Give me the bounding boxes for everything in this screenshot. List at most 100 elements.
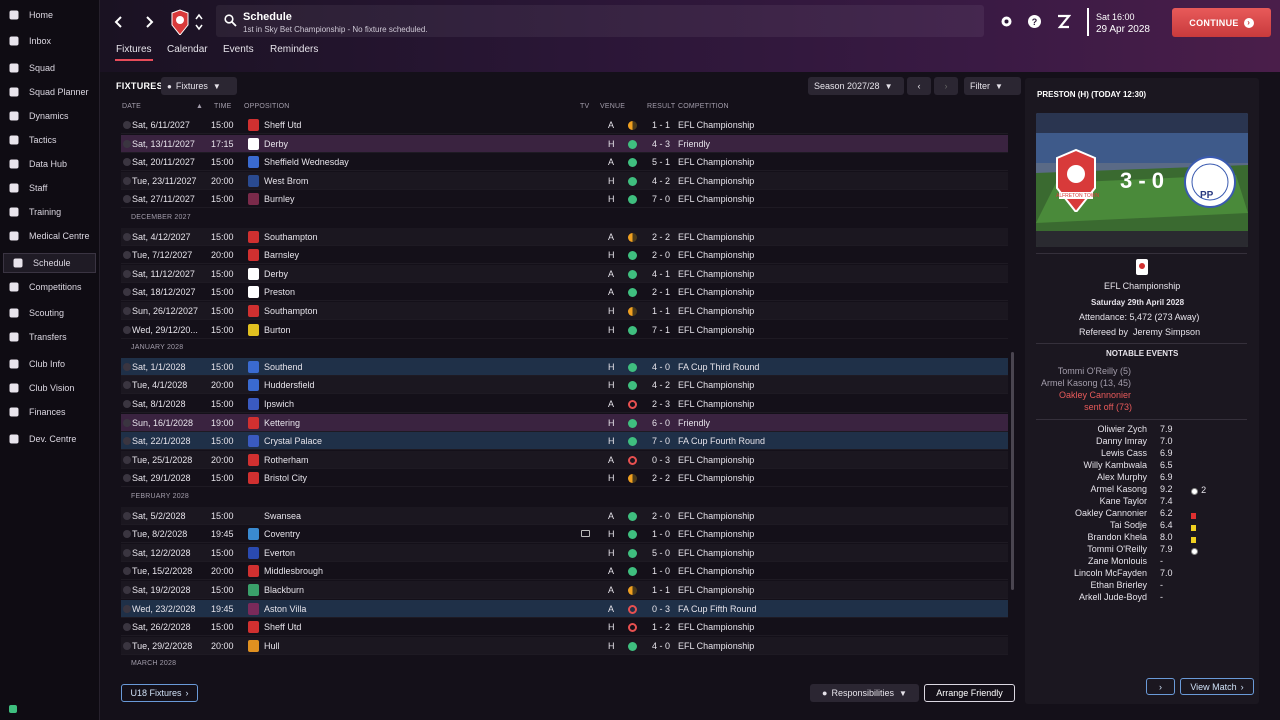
row-select-icon[interactable] bbox=[123, 567, 131, 575]
tab-calendar[interactable]: Calendar bbox=[167, 44, 208, 55]
fm-logo-icon[interactable] bbox=[1056, 14, 1071, 29]
fixture-competition[interactable]: EFL Championship bbox=[678, 157, 755, 167]
sidebar-item-dev-centre[interactable]: Dev. Centre bbox=[0, 429, 98, 449]
fixture-score[interactable]: 1 - 1 bbox=[652, 120, 671, 130]
fixture-competition[interactable]: EFL Championship bbox=[678, 325, 755, 335]
row-select-icon[interactable] bbox=[123, 158, 131, 166]
player-rating-row[interactable]: Tai Sodje 6.4 bbox=[1036, 520, 1247, 532]
fixture-score[interactable]: 4 - 1 bbox=[652, 269, 671, 279]
fixture-competition[interactable]: EFL Championship bbox=[678, 566, 755, 576]
fixture-opposition[interactable]: Sheff Utd bbox=[264, 622, 302, 632]
player-rating-row[interactable]: Ethan Brierley - bbox=[1036, 580, 1247, 592]
table-row[interactable]: Sat, 26/2/2028 15:00 Sheff Utd H 1 - 2 EFL Ch… bbox=[121, 618, 1008, 636]
player-rating-row[interactable]: Oliwier Zych 7.9 bbox=[1036, 424, 1247, 436]
previous-season-button[interactable]: ‹ bbox=[907, 77, 931, 95]
row-select-icon[interactable] bbox=[123, 326, 131, 334]
table-row[interactable]: Sat, 27/11/2027 15:00 Burnley H 7 - 0 EFL Cha… bbox=[121, 190, 1008, 208]
fixture-opposition[interactable]: Derby bbox=[264, 269, 289, 279]
row-select-icon[interactable] bbox=[123, 307, 131, 315]
table-row[interactable]: Sat, 5/2/2028 15:00 Swansea A 2 - 0 EFL Champ… bbox=[121, 507, 1008, 525]
table-row[interactable]: Sat, 1/1/2028 15:00 Southend H 4 - 0 FA Cup T… bbox=[121, 358, 1008, 376]
fixture-score[interactable]: 2 - 2 bbox=[652, 232, 671, 242]
sidebar-item-finances[interactable]: Finances bbox=[0, 402, 98, 422]
table-row[interactable]: Sat, 22/1/2028 15:00 Crystal Palace H 7 - 0 F… bbox=[121, 432, 1008, 450]
row-select-icon[interactable] bbox=[123, 586, 131, 594]
table-row[interactable]: Sat, 4/12/2027 15:00 Southampton A 2 - 2 EFL … bbox=[121, 228, 1008, 246]
player-rating-row[interactable]: Armel Kasong 9.2 2 bbox=[1036, 484, 1247, 496]
table-row[interactable]: Tue, 4/1/2028 20:00 Huddersfield H 4 - 2 EFL … bbox=[121, 376, 1008, 394]
fixture-competition[interactable]: EFL Championship bbox=[678, 232, 755, 242]
row-select-icon[interactable] bbox=[123, 381, 131, 389]
fixture-competition[interactable]: EFL Championship bbox=[678, 380, 755, 390]
tab-fixtures[interactable]: Fixtures bbox=[115, 44, 153, 61]
table-row[interactable]: Sat, 20/11/2027 15:00 Sheffield Wednesday A… bbox=[121, 153, 1008, 171]
fixture-competition[interactable]: EFL Championship bbox=[678, 194, 755, 204]
fixture-score[interactable]: 1 - 1 bbox=[652, 585, 671, 595]
row-select-icon[interactable] bbox=[123, 456, 131, 464]
row-select-icon[interactable] bbox=[123, 530, 131, 538]
season-dropdown[interactable]: Season 2027/28 ▼ bbox=[808, 77, 904, 95]
club-badge-icon[interactable] bbox=[170, 9, 190, 35]
row-select-icon[interactable] bbox=[123, 177, 131, 185]
fixture-opposition[interactable]: Huddersfield bbox=[264, 380, 315, 390]
fixture-score[interactable]: 4 - 0 bbox=[652, 641, 671, 651]
fixture-score[interactable]: 4 - 3 bbox=[652, 139, 671, 149]
fixture-competition[interactable]: EFL Championship bbox=[678, 473, 755, 483]
club-switch-icon[interactable] bbox=[194, 12, 204, 32]
tab-reminders[interactable]: Reminders bbox=[270, 44, 319, 55]
fixture-score[interactable]: 2 - 0 bbox=[652, 511, 671, 521]
fixture-score[interactable]: 2 - 2 bbox=[652, 473, 671, 483]
fixture-opposition[interactable]: Kettering bbox=[264, 418, 301, 428]
player-rating-row[interactable]: Brandon Khela 8.0 bbox=[1036, 532, 1247, 544]
sidebar-item-inbox[interactable]: Inbox bbox=[0, 31, 98, 51]
fixture-competition[interactable]: EFL Championship bbox=[678, 548, 755, 558]
table-row[interactable]: Sat, 19/2/2028 15:00 Blackburn A 1 - 1 EFL Ch… bbox=[121, 581, 1008, 599]
row-select-icon[interactable] bbox=[123, 419, 131, 427]
fixture-opposition[interactable]: Derby bbox=[264, 139, 289, 149]
fixture-competition[interactable]: EFL Championship bbox=[678, 622, 755, 632]
row-select-icon[interactable] bbox=[123, 195, 131, 203]
col-time[interactable]: TIME bbox=[214, 103, 232, 110]
player-rating-row[interactable]: Tommi O'Reilly 7.9 bbox=[1036, 544, 1247, 556]
fixture-score[interactable]: 2 - 3 bbox=[652, 399, 671, 409]
fixture-opposition[interactable]: Crystal Palace bbox=[264, 436, 323, 446]
help-icon[interactable]: ? bbox=[1027, 14, 1042, 29]
sidebar-item-home[interactable]: Home bbox=[0, 5, 98, 25]
row-select-icon[interactable] bbox=[123, 121, 131, 129]
table-row[interactable]: Sat, 18/12/2027 15:00 Preston A 2 - 1 EFL Cha… bbox=[121, 283, 1008, 301]
table-row[interactable]: Sat, 11/12/2027 15:00 Derby A 4 - 1 EFL Champ… bbox=[121, 265, 1008, 283]
row-select-icon[interactable] bbox=[123, 437, 131, 445]
player-rating-row[interactable]: Lincoln McFayden 7.0 bbox=[1036, 568, 1247, 580]
fixture-score[interactable]: 4 - 2 bbox=[652, 176, 671, 186]
table-row[interactable]: Tue, 8/2/2028 19:45 Coventry H 1 - 0 EFL Cham… bbox=[121, 525, 1008, 543]
fixture-competition[interactable]: EFL Championship bbox=[678, 176, 755, 186]
scrollbar[interactable] bbox=[1011, 352, 1014, 590]
player-rating-row[interactable]: Oakley Cannonier 6.2 bbox=[1036, 508, 1247, 520]
continue-button[interactable]: CONTINUE › bbox=[1172, 8, 1271, 37]
title-box[interactable]: Schedule 1st in Sky Bet Championship - N… bbox=[216, 5, 984, 37]
fixture-opposition[interactable]: Preston bbox=[264, 287, 296, 297]
table-row[interactable]: Sat, 12/2/2028 15:00 Everton H 5 - 0 EFL Cham… bbox=[121, 544, 1008, 562]
table-row[interactable]: Sat, 6/11/2027 15:00 Sheff Utd A 1 - 1 EFL Ch… bbox=[121, 116, 1008, 134]
row-select-icon[interactable] bbox=[123, 474, 131, 482]
back-button[interactable] bbox=[110, 13, 128, 31]
player-rating-row[interactable]: Kane Taylor 7.4 bbox=[1036, 496, 1247, 508]
next-season-button[interactable]: › bbox=[934, 77, 958, 95]
fixture-opposition[interactable]: Sheff Utd bbox=[264, 120, 302, 130]
col-venue[interactable]: VENUE bbox=[600, 103, 626, 110]
fixture-competition[interactable]: Friendly bbox=[678, 139, 711, 149]
fixture-opposition[interactable]: Southampton bbox=[264, 232, 318, 242]
fixture-competition[interactable]: EFL Championship bbox=[678, 120, 755, 130]
fixture-competition[interactable]: EFL Championship bbox=[678, 287, 755, 297]
fixture-competition[interactable]: FA Cup Fourth Round bbox=[678, 436, 766, 446]
fixture-score[interactable]: 1 - 1 bbox=[652, 306, 671, 316]
col-date[interactable]: DATE bbox=[122, 103, 141, 110]
fixture-opposition[interactable]: Blackburn bbox=[264, 585, 305, 595]
row-select-icon[interactable] bbox=[123, 623, 131, 631]
sidebar-item-data-hub[interactable]: Data Hub bbox=[0, 154, 98, 174]
table-row[interactable]: Tue, 23/11/2027 20:00 West Brom H 4 - 2 EFL C… bbox=[121, 172, 1008, 190]
fixture-score[interactable]: 1 - 0 bbox=[652, 529, 671, 539]
fixture-score[interactable]: 2 - 1 bbox=[652, 287, 671, 297]
col-competition[interactable]: COMPETITION bbox=[678, 103, 729, 110]
fixture-opposition[interactable]: Bristol City bbox=[264, 473, 308, 483]
